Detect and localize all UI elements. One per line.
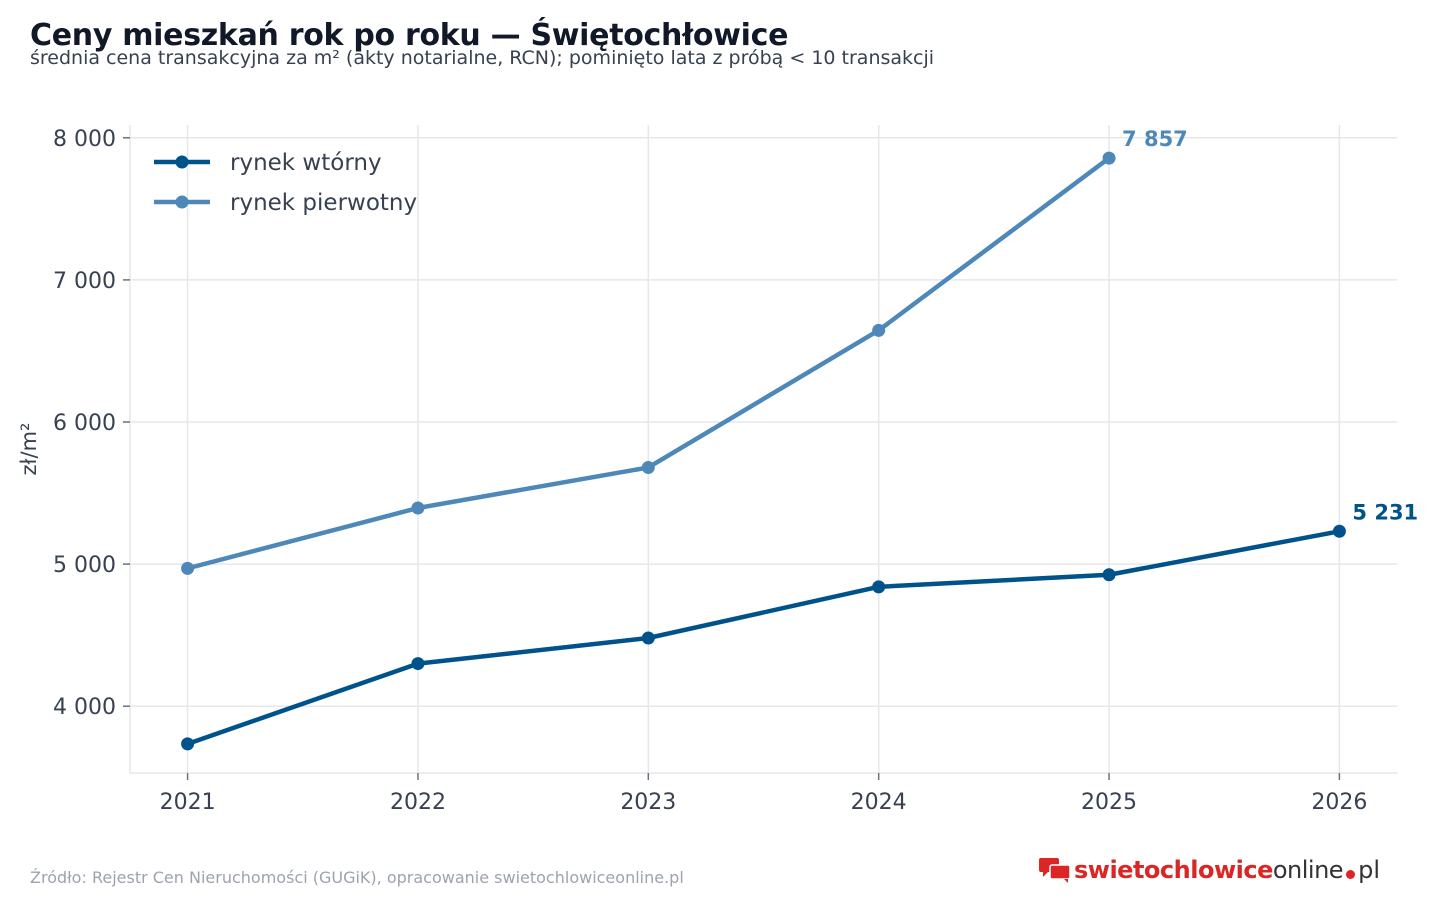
series-line	[185, 529, 1342, 747]
x-tick-label: 2022	[390, 790, 446, 815]
logo-text-city: swietochlowice	[1074, 856, 1273, 884]
site-logo: swietochlowice online pl	[1038, 852, 1380, 888]
grid-lines	[130, 125, 1397, 773]
data-point	[872, 323, 886, 337]
y-tick-label: 7 000	[53, 269, 116, 294]
data-point	[1102, 151, 1116, 165]
y-axis-label: zł/m²	[17, 423, 41, 476]
x-tick-label: 2023	[620, 790, 676, 815]
y-tick-label: 4 000	[53, 695, 116, 720]
logo-text-domain: pl	[1358, 856, 1380, 884]
chat-bubbles-icon	[1039, 858, 1071, 883]
legend-swatch-marker	[175, 155, 189, 169]
x-tick-label: 2026	[1311, 790, 1367, 815]
x-axis-ticks: 2021 2022 2023 2024 2025 2026	[160, 773, 1367, 815]
chart-subtitle: średnia cena transakcyjna za m² (akty no…	[30, 47, 935, 69]
data-point	[641, 460, 655, 474]
end-value-label: 7 857	[1122, 127, 1188, 151]
data-point	[641, 631, 655, 645]
y-tick-label: 6 000	[53, 411, 116, 436]
data-point	[411, 657, 425, 671]
x-tick-label: 2024	[851, 790, 907, 815]
y-tick-label: 8 000	[53, 127, 116, 152]
x-tick-label: 2021	[160, 790, 216, 815]
data-point	[411, 501, 425, 515]
x-tick-label: 2025	[1081, 790, 1137, 815]
end-value-label: 5 231	[1352, 500, 1418, 524]
chart-title: Ceny mieszkań rok po roku — Świętochłowi…	[30, 18, 789, 53]
series-layer: 7 857 5 231	[181, 127, 1418, 751]
source-note: Źródło: Rejestr Cen Nieruchomości (GUGiK…	[30, 868, 684, 887]
legend-swatch-marker	[175, 195, 189, 209]
logo-dot	[1346, 869, 1356, 879]
data-point	[1102, 568, 1116, 582]
data-point	[181, 561, 195, 575]
data-point	[1332, 524, 1346, 538]
y-tick-label: 5 000	[53, 553, 116, 578]
y-axis-ticks: 4 000 5 000 6 000 7 000 8 000	[53, 127, 130, 720]
legend-entry-label: rynek wtórny	[230, 150, 382, 176]
data-point	[181, 737, 195, 751]
data-point	[872, 580, 886, 594]
logo-text-online: online	[1272, 856, 1344, 884]
legend-entry-label: rynek pierwotny	[230, 190, 417, 216]
legend: rynek wtórny rynek pierwotny	[154, 150, 417, 216]
